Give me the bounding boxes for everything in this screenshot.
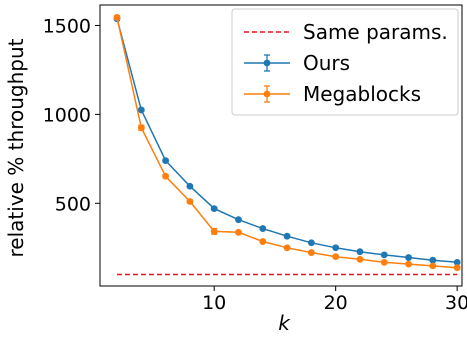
- data-point: [332, 253, 340, 261]
- data-point: [307, 239, 315, 247]
- data-point: [405, 254, 412, 261]
- legend-swatch-megablocks: [244, 85, 290, 103]
- data-point: [259, 225, 267, 232]
- data-point: [283, 244, 291, 252]
- data-point: [186, 198, 194, 205]
- series-ours: [113, 15, 461, 266]
- data-point: [380, 251, 388, 259]
- data-point: [453, 264, 461, 272]
- data-point: [210, 205, 218, 213]
- y-tick-label: 1500: [43, 15, 91, 37]
- data-point: [453, 258, 461, 266]
- legend-marker: [263, 90, 271, 98]
- data-point: [113, 14, 121, 21]
- y-axis-label: relative % throughput: [4, 38, 28, 257]
- legend-marker: [263, 59, 271, 67]
- legend: Same params. Ours Megablocks: [231, 8, 459, 116]
- data-point: [429, 256, 437, 264]
- plot-marks: [113, 14, 461, 276]
- x-axis-label: k: [278, 311, 291, 335]
- x-tick-label: 20: [324, 292, 348, 314]
- legend-megablocks-label: Megablocks: [303, 82, 421, 106]
- data-point: [356, 255, 364, 263]
- plot-frame: [99, 4, 463, 287]
- y-tick-label: 500: [55, 193, 91, 215]
- axes: 10 20 30 500 1000 1500: [43, 4, 467, 314]
- data-point: [429, 262, 437, 270]
- series-megablocks: [113, 14, 461, 272]
- legend-frame: [231, 8, 459, 116]
- y-tick-label: 1000: [43, 104, 91, 126]
- data-point: [283, 232, 291, 240]
- data-point: [332, 244, 340, 252]
- data-point: [307, 249, 315, 256]
- data-point: [186, 182, 194, 190]
- x-tick-label: 30: [445, 292, 467, 314]
- legend-swatch-ours: [244, 54, 290, 72]
- data-point: [162, 157, 169, 165]
- data-point: [162, 172, 169, 180]
- data-point: [259, 238, 267, 245]
- data-point: [210, 228, 218, 235]
- data-point: [356, 248, 364, 256]
- legend-reference-label: Same params.: [303, 20, 448, 44]
- data-point: [137, 106, 145, 114]
- data-point: [235, 228, 242, 236]
- x-tick-label: 10: [202, 292, 226, 314]
- data-point: [380, 258, 388, 266]
- data-point: [405, 260, 412, 268]
- legend-ours-label: Ours: [303, 51, 350, 75]
- data-point: [137, 124, 145, 132]
- data-point: [235, 216, 242, 224]
